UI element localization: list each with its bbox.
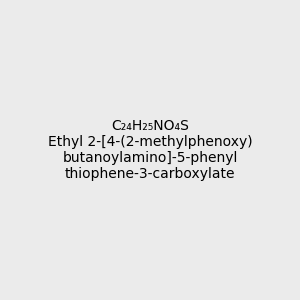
Text: C₂₄H₂₅NO₄S
Ethyl 2-[4-(2-methylphenoxy)
butanoylamino]-5-phenyl
thiophene-3-carb: C₂₄H₂₅NO₄S Ethyl 2-[4-(2-methylphenoxy) … bbox=[48, 119, 252, 181]
